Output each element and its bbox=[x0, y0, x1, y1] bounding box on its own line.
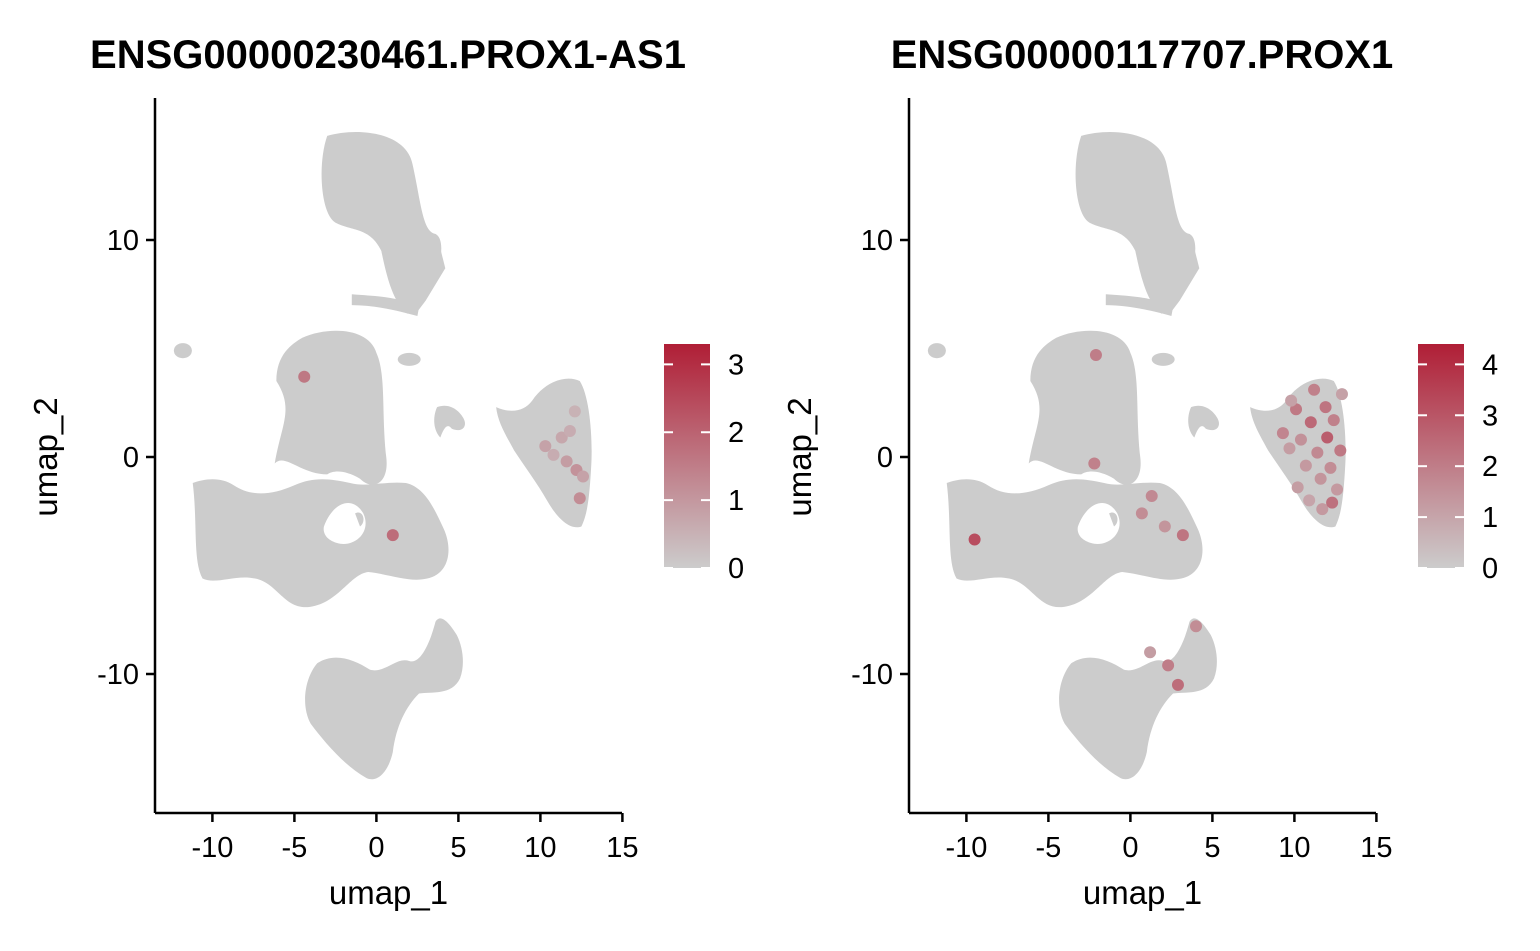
expression-point bbox=[1327, 414, 1340, 427]
color-bar bbox=[664, 344, 710, 568]
legend-tick-label: 3 bbox=[1482, 400, 1498, 432]
expression-point bbox=[1171, 678, 1184, 691]
expression-point bbox=[1088, 457, 1101, 470]
expression-point bbox=[386, 529, 399, 542]
expression-point bbox=[563, 424, 576, 437]
expression-point bbox=[577, 470, 590, 483]
expression-point bbox=[1324, 461, 1337, 474]
expression-point bbox=[1162, 659, 1175, 672]
x-tick-label: 5 bbox=[450, 832, 466, 864]
color-legend: 0 1 2 3 4 bbox=[1418, 344, 1498, 585]
expression-point bbox=[1326, 496, 1339, 509]
x-axis-ticks: -10 -5 0 5 10 15 bbox=[945, 813, 1393, 864]
grey-cell-clusters bbox=[927, 131, 1346, 780]
x-axis-ticks: -10 -5 0 5 10 15 bbox=[191, 813, 639, 864]
expression-point bbox=[1335, 388, 1348, 401]
x-tick-label: -10 bbox=[945, 832, 987, 864]
grey-cell-clusters bbox=[173, 131, 592, 780]
legend-tick-label: 1 bbox=[1482, 502, 1498, 534]
color-bar bbox=[1418, 344, 1464, 568]
x-tick-label: 15 bbox=[1360, 832, 1392, 864]
x-tick-label: 0 bbox=[1122, 832, 1138, 864]
y-tick-label: 10 bbox=[861, 225, 893, 257]
expression-point bbox=[547, 448, 560, 461]
expression-point bbox=[568, 405, 581, 418]
x-tick-label: -5 bbox=[282, 832, 308, 864]
x-tick-label: -5 bbox=[1036, 832, 1062, 864]
x-axis-label: umap_1 bbox=[329, 874, 448, 911]
y-tick-label: 0 bbox=[877, 442, 893, 474]
expression-point bbox=[1276, 427, 1289, 440]
legend-tick-label: 4 bbox=[1482, 349, 1498, 381]
umap-cell-cloud bbox=[173, 131, 592, 780]
plot-title: ENSG00000230461.PROX1-AS1 bbox=[90, 33, 686, 77]
expression-point bbox=[1144, 646, 1157, 659]
legend-tick-label: 1 bbox=[728, 485, 744, 517]
legend-tick-label: 0 bbox=[728, 553, 744, 585]
axes: -10 -5 0 5 10 15 -10 0 10 bbox=[851, 98, 1393, 864]
expression-point bbox=[968, 533, 981, 546]
y-axis-ticks: -10 0 10 bbox=[851, 225, 909, 691]
expression-point bbox=[1304, 416, 1317, 429]
expression-point bbox=[1283, 442, 1296, 455]
expression-point bbox=[1311, 446, 1324, 459]
color-legend: 0 1 2 3 bbox=[664, 344, 744, 585]
expression-point bbox=[1316, 503, 1329, 516]
expression-point bbox=[1299, 459, 1312, 472]
expression-points bbox=[298, 370, 590, 542]
y-axis-label: umap_2 bbox=[27, 397, 64, 516]
expression-point bbox=[298, 370, 311, 383]
color-bar-ticks: 0 1 2 3 4 bbox=[1418, 349, 1498, 585]
umap-cell-cloud bbox=[927, 131, 1346, 780]
expression-point bbox=[1176, 529, 1189, 542]
y-tick-label: -10 bbox=[851, 659, 893, 691]
expression-point bbox=[573, 492, 586, 505]
expression-points bbox=[968, 349, 1348, 691]
expression-point bbox=[1190, 620, 1202, 633]
expression-point bbox=[1294, 433, 1307, 446]
expression-point bbox=[1321, 431, 1334, 444]
expression-point bbox=[1145, 490, 1158, 503]
expression-point bbox=[1285, 394, 1298, 407]
expression-point bbox=[1135, 507, 1148, 520]
x-tick-label: 10 bbox=[524, 832, 556, 864]
legend-tick-label: 0 bbox=[1482, 553, 1498, 585]
legend-tick-label: 3 bbox=[728, 349, 744, 381]
expression-point bbox=[1319, 401, 1332, 414]
color-bar-ticks: 0 1 2 3 bbox=[664, 349, 744, 585]
panel-prox1-as1: ENSG00000230461.PROX1-AS1 -10 -5 0 5 10 15 -1… bbox=[27, 33, 744, 911]
legend-tick-label: 2 bbox=[1482, 451, 1498, 483]
expression-point bbox=[1291, 481, 1304, 494]
x-tick-label: -10 bbox=[191, 832, 233, 864]
expression-point bbox=[560, 455, 573, 468]
x-axis-label: umap_1 bbox=[1083, 874, 1202, 911]
x-tick-label: 0 bbox=[368, 832, 384, 864]
expression-point bbox=[539, 440, 552, 453]
panel-prox1: ENSG00000117707.PROX1 -10 -5 0 5 10 15 -10010… bbox=[781, 33, 1498, 911]
y-axis-ticks: -10 0 10 bbox=[97, 225, 155, 691]
plot-title: ENSG00000117707.PROX1 bbox=[891, 33, 1394, 77]
expression-point bbox=[1089, 349, 1102, 362]
expression-point bbox=[555, 431, 568, 444]
y-tick-label: -10 bbox=[97, 659, 139, 691]
expression-point bbox=[1308, 383, 1321, 396]
expression-point bbox=[1331, 483, 1344, 496]
legend-tick-label: 2 bbox=[728, 417, 744, 449]
axes: -10 -5 0 5 10 15 -10 0 10 bbox=[97, 98, 639, 864]
y-axis-label: umap_2 bbox=[781, 397, 818, 516]
x-tick-label: 10 bbox=[1278, 832, 1310, 864]
x-tick-label: 5 bbox=[1204, 832, 1220, 864]
expression-point bbox=[1334, 444, 1347, 457]
y-tick-label: 0 bbox=[123, 442, 139, 474]
expression-point bbox=[1314, 472, 1327, 485]
x-tick-label: 15 bbox=[606, 832, 638, 864]
expression-point bbox=[1158, 520, 1171, 533]
y-tick-label: 10 bbox=[107, 225, 139, 257]
expression-point bbox=[1303, 494, 1316, 507]
